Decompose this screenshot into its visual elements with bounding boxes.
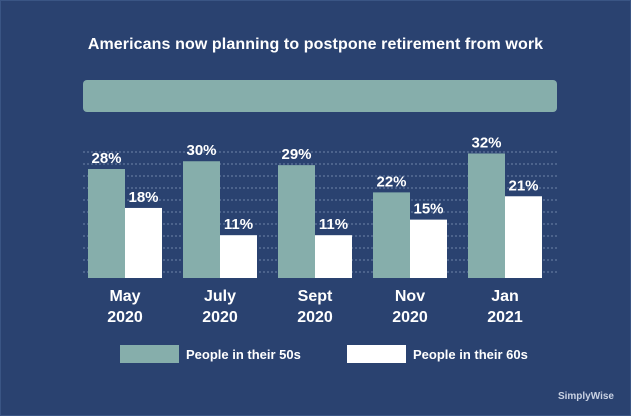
- x-tick-label: 2020: [107, 309, 143, 326]
- x-tick-label: May: [109, 288, 140, 305]
- legend-swatch-50s: [120, 345, 179, 363]
- x-tick-label: Nov: [395, 288, 425, 305]
- data-label: 21%: [508, 177, 538, 194]
- bar-60s: [505, 196, 542, 278]
- chart-title: Americans now planning to postpone retir…: [87, 36, 544, 53]
- legend-item-60s: People in their 60s: [347, 345, 528, 363]
- x-tick-label: Sept: [298, 288, 333, 305]
- bar-50s: [88, 169, 125, 278]
- legend-label-50s: People in their 50s: [186, 346, 301, 362]
- bar-50s: [278, 165, 315, 278]
- x-tick-label: July: [204, 288, 236, 305]
- data-label: 30%: [186, 142, 216, 159]
- data-labels: 28% 18% 30% 11% 29% 11% 22% 15% 32% 21%: [91, 134, 538, 233]
- data-label: 28%: [91, 150, 121, 167]
- data-label: 32%: [471, 134, 501, 151]
- bar-60s: [410, 219, 447, 278]
- bar-60s: [220, 235, 257, 278]
- data-label: 18%: [128, 189, 158, 206]
- data-label: 11%: [224, 216, 253, 233]
- x-tick-label: Jan: [491, 288, 519, 305]
- data-label: 11%: [319, 216, 348, 233]
- data-label: 22%: [376, 173, 406, 190]
- bar-50s: [468, 153, 505, 278]
- bar-50s: [183, 161, 220, 278]
- x-tick-label: 2021: [487, 309, 523, 326]
- title-banner: [83, 80, 557, 112]
- legend-item-50s: People in their 50s: [120, 345, 301, 363]
- bar-60s: [315, 235, 352, 278]
- bar-60s: [125, 207, 162, 278]
- x-tick-labels: May 2020 July 2020 Sept 2020 Nov 2020 Jan 2021: [107, 288, 523, 326]
- bar-50s: [373, 192, 410, 278]
- legend-swatch-60s: [347, 345, 406, 363]
- data-label: 29%: [281, 146, 311, 163]
- x-tick-label: 2020: [202, 309, 238, 326]
- legend-label-60s: People in their 60s: [413, 346, 528, 362]
- x-tick-label: 2020: [297, 309, 333, 326]
- x-tick-label: 2020: [392, 309, 428, 326]
- data-label: 15%: [413, 201, 443, 218]
- bars: [88, 153, 542, 278]
- brand-watermark: SimplyWise: [557, 391, 614, 402]
